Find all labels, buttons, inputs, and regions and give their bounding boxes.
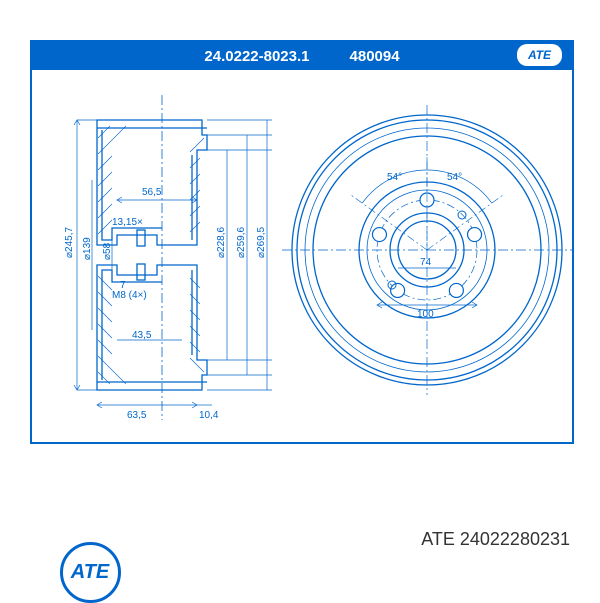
dim-bolt-hole: 13,15× — [112, 217, 143, 228]
footer-brand: ATE — [421, 529, 455, 549]
drawing-area: ⌀245,7 ⌀139 ⌀58 ⌀228,6 ⌀259,6 ⌀269,5 56,… — [32, 70, 572, 440]
dim-flange-w: 56,5 — [142, 187, 162, 198]
ref-number: 480094 — [350, 48, 400, 65]
dim-total-w: 63,5 — [127, 410, 147, 421]
dim-thread: M8 (4×) — [112, 290, 147, 301]
front-view: 54° 54° 74 100 — [282, 105, 572, 395]
part-number: 24.0222-8023.1 — [204, 48, 309, 65]
dim-outer-total: ⌀269,5 — [256, 227, 267, 258]
dim-pcd: 100 — [417, 309, 434, 320]
angle-left: 54° — [387, 172, 402, 183]
dim-thread-pitch: 7 — [120, 280, 126, 291]
dim-wall: 10,4 — [199, 410, 219, 421]
dim-shoulder-dia: ⌀139 — [82, 237, 93, 260]
dim-hub-bore: 74 — [420, 257, 432, 268]
brand-logo-bottom: ATE — [30, 545, 150, 600]
header-bar: 24.0222-8023.1 480094 ATE — [32, 42, 572, 70]
dim-inner-w: 43,5 — [132, 330, 152, 341]
brand-logo-top: ATE — [517, 44, 562, 66]
dim-inner-braking: ⌀228,6 — [216, 227, 227, 258]
drawing-frame: 24.0222-8023.1 480094 ATE — [30, 40, 574, 444]
footer-label: ATE 24022280231 — [421, 529, 570, 550]
dim-inner-2: ⌀259,6 — [236, 227, 247, 258]
dim-outer-dia: ⌀245,7 — [64, 227, 75, 258]
angle-right: 54° — [447, 172, 462, 183]
dim-bore-dia: ⌀58 — [102, 242, 113, 260]
footer-catalog: 24022280231 — [460, 529, 570, 549]
brand-logo-circle: ATE — [60, 542, 121, 603]
